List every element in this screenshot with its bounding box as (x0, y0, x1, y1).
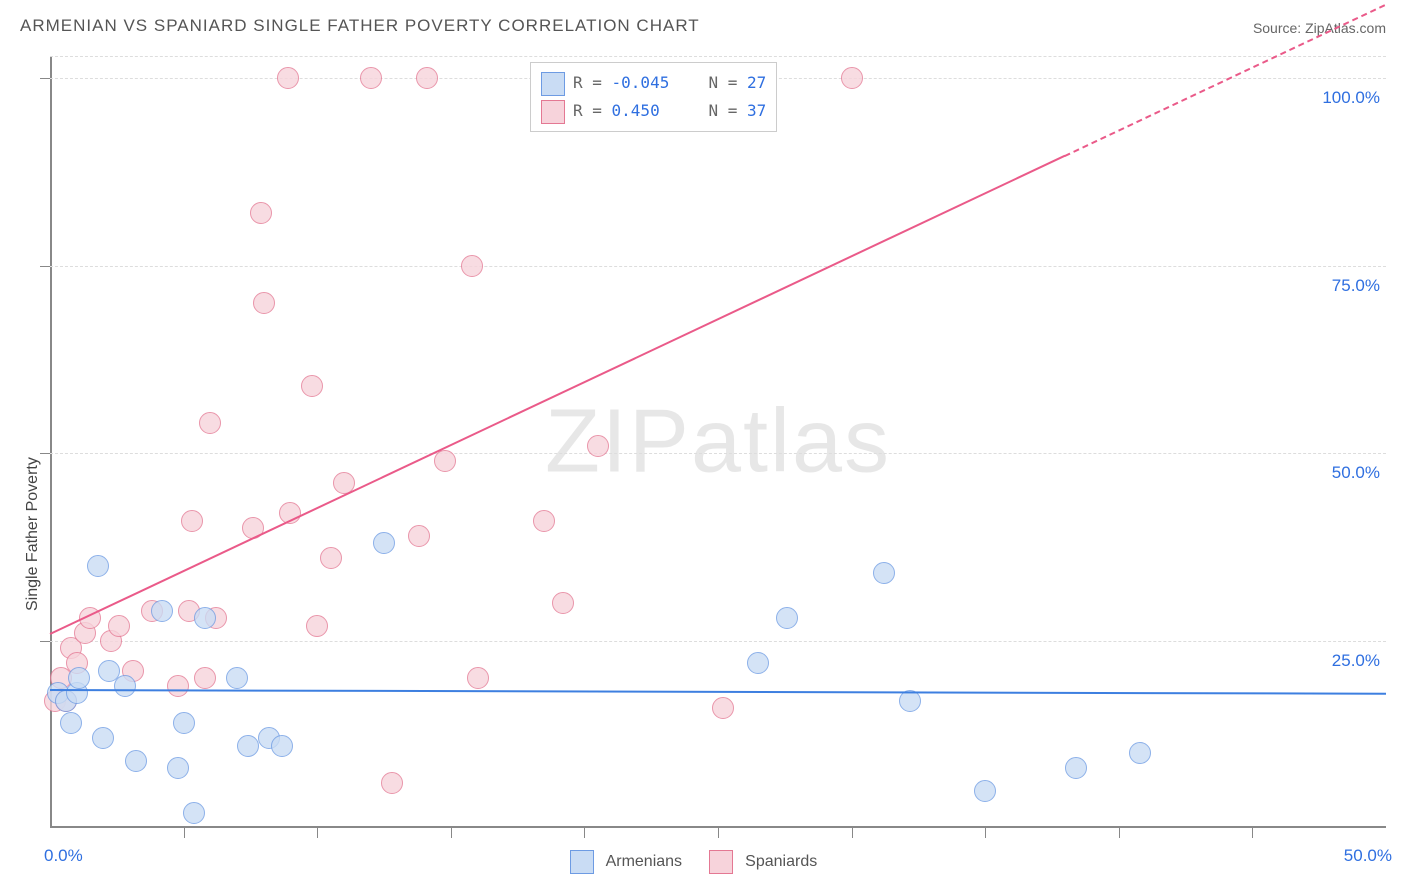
y-tick (40, 78, 50, 79)
x-tick (184, 828, 185, 838)
data-point-spaniard (167, 675, 189, 697)
data-point-armenian (1065, 757, 1087, 779)
trend-line-armenian (50, 689, 1386, 695)
data-point-armenian (974, 780, 996, 802)
trend-line-spaniard (50, 155, 1066, 635)
legend-swatch-spaniards (709, 850, 733, 874)
data-point-spaniard (253, 292, 275, 314)
x-tick (317, 828, 318, 838)
gridline (50, 56, 1386, 57)
x-tick-label: 0.0% (44, 846, 83, 866)
data-point-armenian (776, 607, 798, 629)
watermark-text-a: ZIP (545, 392, 691, 492)
y-axis-line (50, 56, 52, 828)
data-point-spaniard (250, 202, 272, 224)
data-point-spaniard (587, 435, 609, 457)
legend-swatch-armenians (570, 850, 594, 874)
data-point-armenian (87, 555, 109, 577)
data-point-armenian (68, 667, 90, 689)
data-point-armenian (173, 712, 195, 734)
data-point-armenian (92, 727, 114, 749)
data-point-spaniard (194, 667, 216, 689)
y-tick (40, 266, 50, 267)
data-point-spaniard (461, 255, 483, 277)
data-point-spaniard (181, 510, 203, 532)
watermark-text-b: atlas (691, 392, 891, 492)
data-point-spaniard (408, 525, 430, 547)
data-point-spaniard (277, 67, 299, 89)
data-point-spaniard (533, 510, 555, 532)
y-tick-label: 50.0% (1332, 463, 1380, 483)
data-point-armenian (194, 607, 216, 629)
data-point-spaniard (301, 375, 323, 397)
data-point-spaniard (552, 592, 574, 614)
data-point-spaniard (306, 615, 328, 637)
data-point-armenian (151, 600, 173, 622)
data-point-armenian (183, 802, 205, 824)
gridline (50, 641, 1386, 642)
data-point-spaniard (416, 67, 438, 89)
data-point-armenian (167, 757, 189, 779)
stats-row: R = 0.450 N = 37 (541, 97, 766, 125)
data-point-armenian (373, 532, 395, 554)
data-point-spaniard (434, 450, 456, 472)
stats-r-value: -0.045 (612, 69, 680, 97)
data-point-armenian (1129, 742, 1151, 764)
data-point-armenian (271, 735, 293, 757)
data-point-spaniard (320, 547, 342, 569)
x-tick-label: 50.0% (1344, 846, 1392, 866)
data-point-armenian (125, 750, 147, 772)
stats-legend-box: R = -0.045 N = 27R = 0.450 N = 37 (530, 62, 777, 132)
data-point-spaniard (712, 697, 734, 719)
data-point-armenian (226, 667, 248, 689)
source-label: Source: (1253, 20, 1305, 36)
legend-label-armenians: Armenians (606, 853, 682, 870)
x-tick (584, 828, 585, 838)
data-point-spaniard (199, 412, 221, 434)
chart-title: ARMENIAN VS SPANIARD SINGLE FATHER POVER… (20, 16, 700, 36)
data-point-armenian (60, 712, 82, 734)
data-point-armenian (114, 675, 136, 697)
trend-line-spaniard (1065, 4, 1387, 159)
data-point-spaniard (467, 667, 489, 689)
y-tick (40, 453, 50, 454)
data-point-armenian (747, 652, 769, 674)
x-tick (985, 828, 986, 838)
x-tick (451, 828, 452, 838)
series-legend: Armenians Spaniards (570, 850, 817, 874)
data-point-spaniard (381, 772, 403, 794)
y-tick-label: 100.0% (1322, 88, 1380, 108)
x-tick (1252, 828, 1253, 838)
stats-n-value: 27 (747, 69, 766, 97)
data-point-spaniard (841, 67, 863, 89)
y-tick-label: 75.0% (1332, 276, 1380, 296)
y-axis-label: Single Father Poverty (24, 457, 42, 611)
stats-row: R = -0.045 N = 27 (541, 69, 766, 97)
stats-n-value: 37 (747, 97, 766, 125)
stats-swatch (541, 100, 565, 124)
stats-r-value: 0.450 (612, 97, 680, 125)
plot-area: ZIPatlas (50, 56, 1386, 828)
x-tick (852, 828, 853, 838)
data-point-armenian (237, 735, 259, 757)
gridline (50, 453, 1386, 454)
x-tick (1119, 828, 1120, 838)
stats-swatch (541, 72, 565, 96)
y-tick (40, 641, 50, 642)
data-point-spaniard (108, 615, 130, 637)
data-point-spaniard (360, 67, 382, 89)
legend-label-spaniards: Spaniards (745, 853, 817, 870)
y-tick-label: 25.0% (1332, 651, 1380, 671)
data-point-armenian (873, 562, 895, 584)
gridline (50, 266, 1386, 267)
x-tick (718, 828, 719, 838)
